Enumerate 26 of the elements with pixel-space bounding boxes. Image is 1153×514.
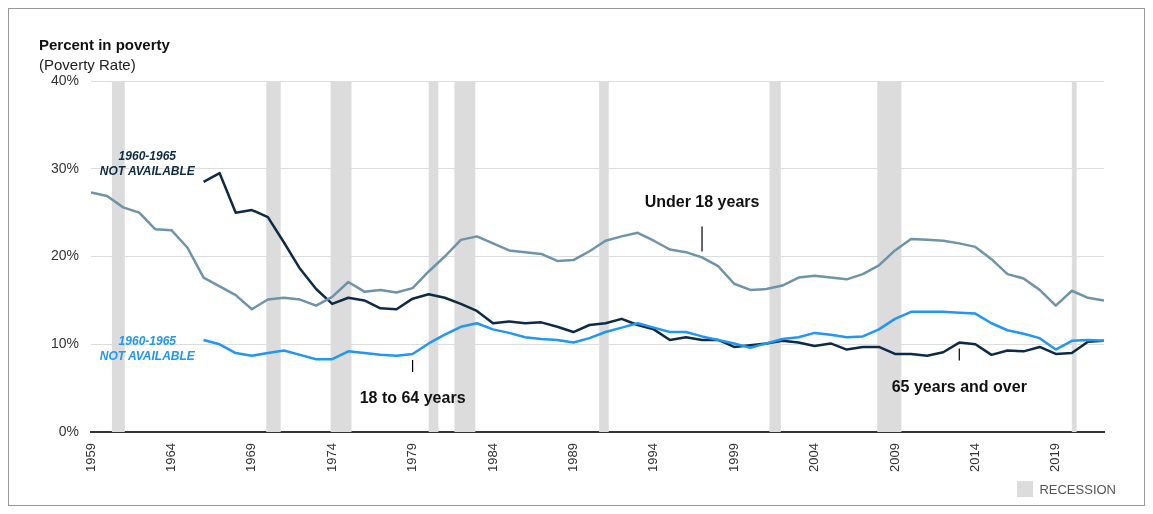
y-tick-label: 30%	[50, 159, 80, 176]
y-tick-label: 40%	[50, 71, 80, 88]
x-tick-label: 1994	[645, 443, 661, 472]
y-tick-label: 0%	[58, 422, 80, 439]
chart-title: Percent in poverty	[39, 36, 171, 54]
x-tick-label: 2004	[806, 443, 822, 472]
x-tick-label: 2019	[1047, 443, 1063, 472]
text: 18 to 64 years	[359, 389, 466, 407]
x-tick-label: 1974	[323, 443, 339, 472]
x-tick-label: 1964	[162, 443, 178, 472]
series-label: 65 years and over	[891, 377, 1027, 395]
annotation: 1960-1965 NOT AVAILABLE	[99, 333, 196, 363]
x-tick-label: 1979	[404, 443, 420, 472]
text: RECESSION	[1039, 481, 1116, 497]
x-tick-label: 1969	[243, 443, 259, 472]
y-tick-label: 10%	[50, 335, 80, 352]
x-tick-label: 1999	[725, 443, 741, 472]
series-label: Under 18 years	[644, 192, 760, 210]
x-tick-label: 2009	[886, 443, 902, 472]
annotation: 1960-1965 NOT AVAILABLE	[99, 149, 196, 179]
x-tick-label: 2014	[966, 443, 982, 472]
x-tick-label: 1984	[484, 443, 500, 472]
x-tick-label: 1989	[564, 443, 580, 472]
chart-subtitle: (Poverty Rate)	[39, 56, 136, 74]
y-tick-label: 20%	[50, 247, 80, 264]
x-tick-label: 1959	[82, 443, 98, 472]
